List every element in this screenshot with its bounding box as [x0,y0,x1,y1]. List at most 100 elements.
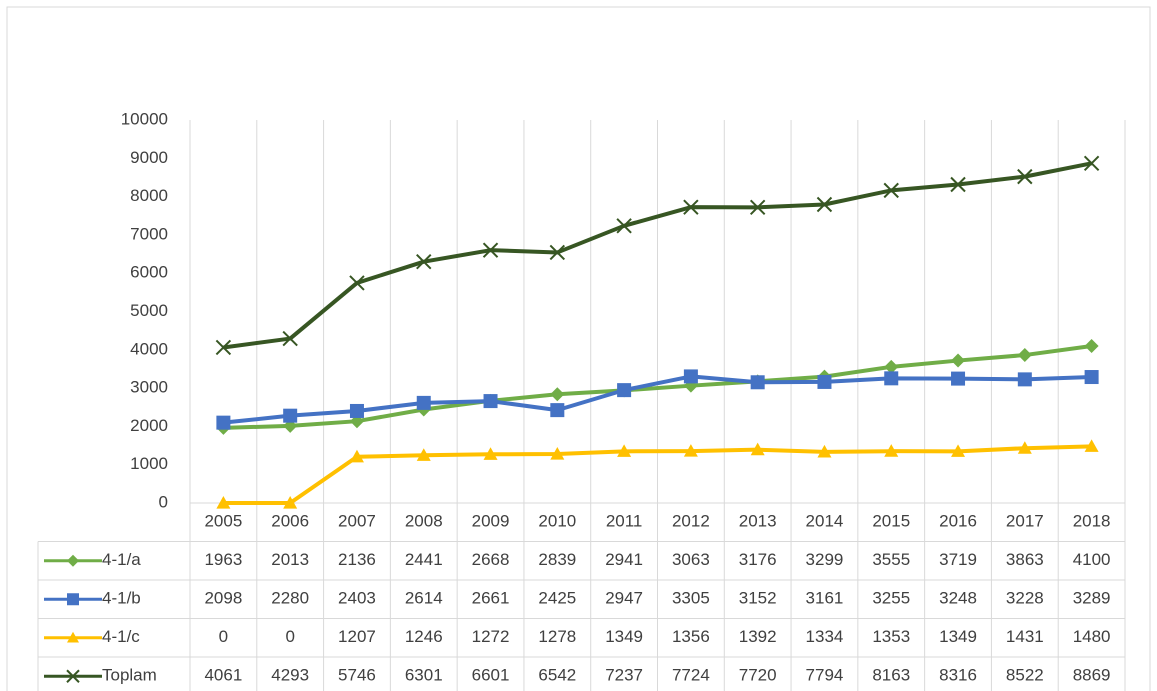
legend-label: Toplam [102,666,157,685]
table-value: 3555 [872,550,910,569]
table-value: 4293 [271,666,309,685]
table-value: 3176 [739,550,777,569]
marker [950,176,966,193]
x-tick-label: 2015 [872,512,910,531]
marker [550,387,565,402]
marker [1084,439,1099,452]
table-value: 1392 [739,627,777,646]
table-value: 4061 [204,666,242,685]
y-tick-label: 4000 [130,339,168,358]
marker [1017,372,1032,387]
y-tick-label: 9000 [130,148,168,167]
marker [816,196,833,213]
marker [416,395,431,410]
x-tick-label: 2006 [271,512,309,531]
legend-label: 4-1/b [102,589,141,608]
marker [1017,348,1032,363]
marker [67,593,79,606]
table-value: 8163 [872,666,910,685]
table-value: 2013 [271,550,309,569]
y-tick-label: 10000 [121,109,168,128]
table-value: 2136 [338,550,376,569]
table-value: 1356 [672,627,710,646]
table-value: 3305 [672,589,710,608]
x-tick-label: 2010 [538,512,576,531]
marker [416,253,432,270]
table-value: 7794 [806,666,844,685]
marker [951,444,966,457]
marker [750,375,765,390]
table-value: 2441 [405,550,443,569]
table-value: 5746 [338,666,376,685]
x-tick-label: 2017 [1006,512,1044,531]
marker [617,383,632,398]
table-value: 2098 [204,589,242,608]
marker [215,339,232,356]
x-tick-label: 2009 [472,512,510,531]
y-tick-label: 8000 [130,186,168,205]
table-value: 1334 [806,627,844,646]
x-tick-label: 2018 [1073,512,1111,531]
table-value: 8316 [939,666,977,685]
table-value: 3289 [1073,589,1111,608]
marker [683,444,698,457]
marker [817,444,832,458]
marker [483,394,498,409]
y-tick-label: 1000 [130,454,168,473]
marker [483,447,498,460]
table-value: 2614 [405,589,443,608]
y-tick-label: 3000 [130,378,168,397]
table-value: 4100 [1073,550,1111,569]
marker [884,444,899,457]
table-value: 1431 [1006,627,1044,646]
table-value: 0 [219,627,228,646]
table-value: 3228 [1006,589,1044,608]
table-value: 1272 [472,627,510,646]
x-tick-label: 2008 [405,512,443,531]
marker [817,374,832,389]
marker [951,371,966,386]
marker [282,330,298,347]
legend-label: 4-1/c [102,627,140,646]
marker [482,242,499,258]
table-value: 2668 [472,550,510,569]
y-tick-label: 6000 [130,263,168,282]
x-tick-label: 2007 [338,512,376,531]
series-line [223,161,1092,350]
table-value: 8522 [1006,666,1044,685]
table-value: 3299 [806,550,844,569]
marker [951,353,966,368]
table-value: 2947 [605,589,643,608]
y-tick-label: 2000 [130,416,168,435]
marker [1017,168,1033,185]
table-value: 6301 [405,666,443,685]
table-value: 1246 [405,627,443,646]
x-tick-label: 2011 [606,512,643,531]
marker [616,218,632,234]
marker [883,182,899,199]
table-value: 1349 [939,627,977,646]
y-tick-label: 7000 [130,224,168,243]
table-value: 3152 [739,589,777,608]
marker [550,403,565,418]
table-value: 1278 [538,627,576,646]
marker [216,415,231,430]
marker [683,369,698,384]
table-value: 2280 [271,589,309,608]
x-tick-label: 2012 [672,512,710,531]
table-value: 7237 [605,666,643,685]
x-tick-label: 2014 [806,512,844,531]
table-value: 7724 [672,666,710,685]
marker [549,244,566,261]
series-line [223,444,1092,505]
marker [416,448,431,461]
marker [349,403,364,418]
marker [750,442,765,456]
table-value: 7720 [739,666,777,685]
marker [884,371,899,386]
table-value: 2661 [472,589,510,608]
table-value: 8869 [1073,666,1111,685]
table-value: 1353 [872,627,910,646]
y-tick-label: 5000 [130,301,168,320]
